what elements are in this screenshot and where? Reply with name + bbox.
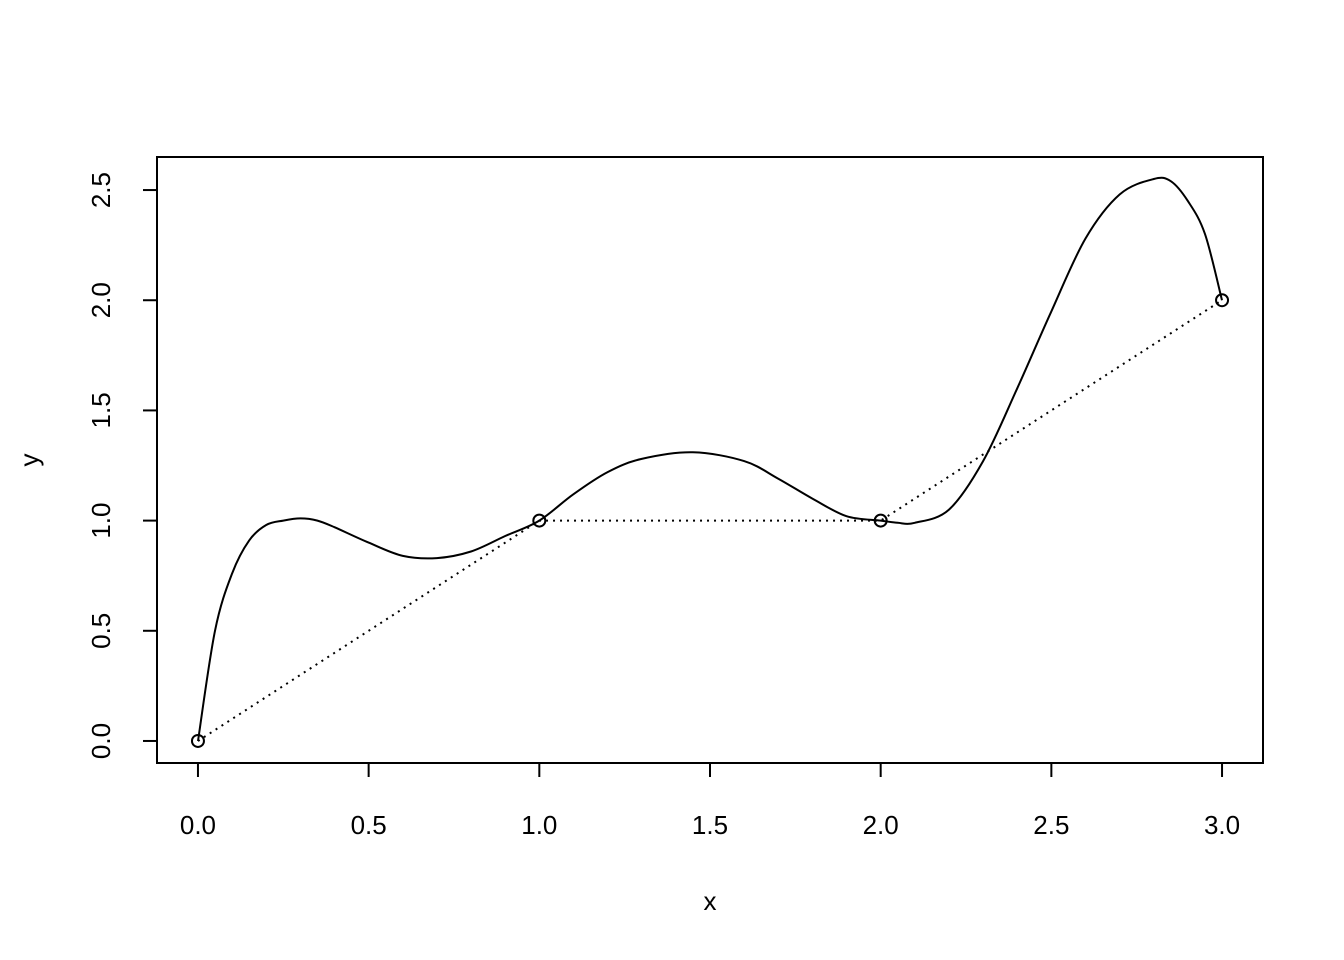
y-axis: 0.0 0.5 1.0 1.5 2.0 2.5 (86, 172, 158, 759)
x-tick-label: 3.0 (1204, 810, 1240, 840)
dotted-series (197, 299, 1223, 742)
data-point (190, 733, 205, 748)
x-tick-label: 1.0 (521, 810, 557, 840)
y-tick-label: 1.0 (86, 503, 116, 539)
data-point (873, 513, 888, 528)
y-tick-label: 1.5 (86, 392, 116, 428)
y-tick-label: 2.0 (86, 282, 116, 318)
y-axis-label: y (14, 454, 44, 467)
y-tick-label: 2.5 (86, 172, 116, 208)
x-axis-label: x (704, 886, 717, 916)
curve-line (197, 176, 1223, 742)
x-tick-label: 0.0 (180, 810, 216, 840)
x-tick-label: 0.5 (351, 810, 387, 840)
data-point (1215, 293, 1230, 308)
data-point (532, 513, 547, 528)
x-axis: 0.0 0.5 1.0 1.5 2.0 2.5 3.0 (180, 762, 1240, 840)
y-tick-label: 0.5 (86, 613, 116, 649)
data-points (190, 293, 1230, 748)
x-tick-label: 1.5 (692, 810, 728, 840)
y-tick-label: 0.0 (86, 723, 116, 759)
curve-series (197, 176, 1223, 742)
dotted-line (197, 299, 1223, 742)
x-tick-label: 2.0 (863, 810, 899, 840)
x-tick-label: 2.5 (1033, 810, 1069, 840)
